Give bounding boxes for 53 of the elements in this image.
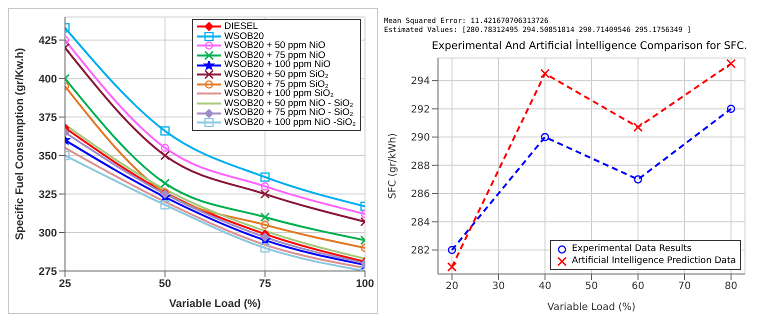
point [726, 104, 736, 113]
y-tick-label: 294 [410, 76, 430, 88]
legend-label: WSOB20 + 75 ppm NiO [224, 50, 326, 61]
x-tick-label: 30 [492, 281, 505, 292]
y-tick-label: 288 [410, 160, 430, 172]
x-tick-label: 40 [538, 281, 552, 292]
point [448, 246, 456, 254]
y-tick-label: 350 [38, 150, 57, 162]
point [160, 200, 170, 210]
x-axis-title: Variable Load (%) [547, 302, 636, 313]
y-tick-label: 400 [38, 73, 57, 86]
x-tick-label: 50 [585, 281, 598, 292]
x-tick-label: 100 [356, 278, 374, 290]
y-tick-label: 325 [38, 188, 57, 201]
point [726, 58, 736, 68]
legend-label: WSOB20 + 100 ppm SiO₂ [224, 88, 334, 100]
point [540, 68, 550, 78]
point [447, 262, 457, 272]
x-tick-label: 80 [724, 281, 738, 292]
legend-label: WSOB20 + 50 ppm SiO₂ [224, 68, 329, 80]
x-tick-label: 70 [678, 281, 691, 292]
point [540, 132, 550, 142]
y-tick-label: 375 [38, 112, 57, 124]
x-tick-label: 50 [158, 278, 172, 290]
legend-label: WSOB20 + 100 ppm NiO [224, 59, 331, 70]
y-tick-label: 286 [410, 189, 430, 200]
y-tick-label: 425 [38, 34, 57, 47]
legend-label: WSOB20 + 75 ppm NiO - SiO₂ [224, 107, 354, 118]
x-tick-label: 25 [58, 278, 72, 290]
legend-label: WSOB20 + 75 ppm SiO₂ [224, 78, 329, 90]
point [633, 122, 643, 132]
legend-label: WSOB20 [224, 30, 264, 42]
x-tick-label: 20 [446, 281, 458, 292]
y-tick-label: 284 [410, 217, 430, 228]
x-axis-title: Variable Load (%) [169, 298, 262, 310]
legend-label: DIESEL [224, 21, 258, 32]
point [634, 175, 642, 184]
legend-label: WSOB20 + 50 ppm NiO [224, 40, 326, 52]
y-tick-label: 275 [38, 266, 57, 278]
y-tick-label: 290 [410, 132, 430, 144]
legend-label: Experimental Data Results [572, 243, 692, 255]
y-tick-label: 300 [38, 227, 57, 240]
x-tick-label: 60 [632, 281, 644, 292]
y-axis-title: Specific Fuel Consumption (gr/Kw.h) [14, 48, 26, 240]
chart-title: Experimental And Artificial İntelligence Comparison for SFC. [430, 40, 748, 52]
legend-label: WSOB20 + 100 ppm NiO -SiO₂ [224, 116, 356, 128]
legend-label: WSOB20 + 50 ppm NiO - SiO₂ [224, 98, 354, 109]
point [260, 243, 270, 253]
y-tick-label: 282 [410, 246, 430, 257]
y-axis-title: SFC (gr/kWh) [388, 132, 399, 199]
x-tick-label: 75 [258, 278, 272, 290]
y-tick-label: 292 [410, 104, 430, 116]
legend-label: Artificial Intelligence Prediction Data [572, 255, 736, 267]
